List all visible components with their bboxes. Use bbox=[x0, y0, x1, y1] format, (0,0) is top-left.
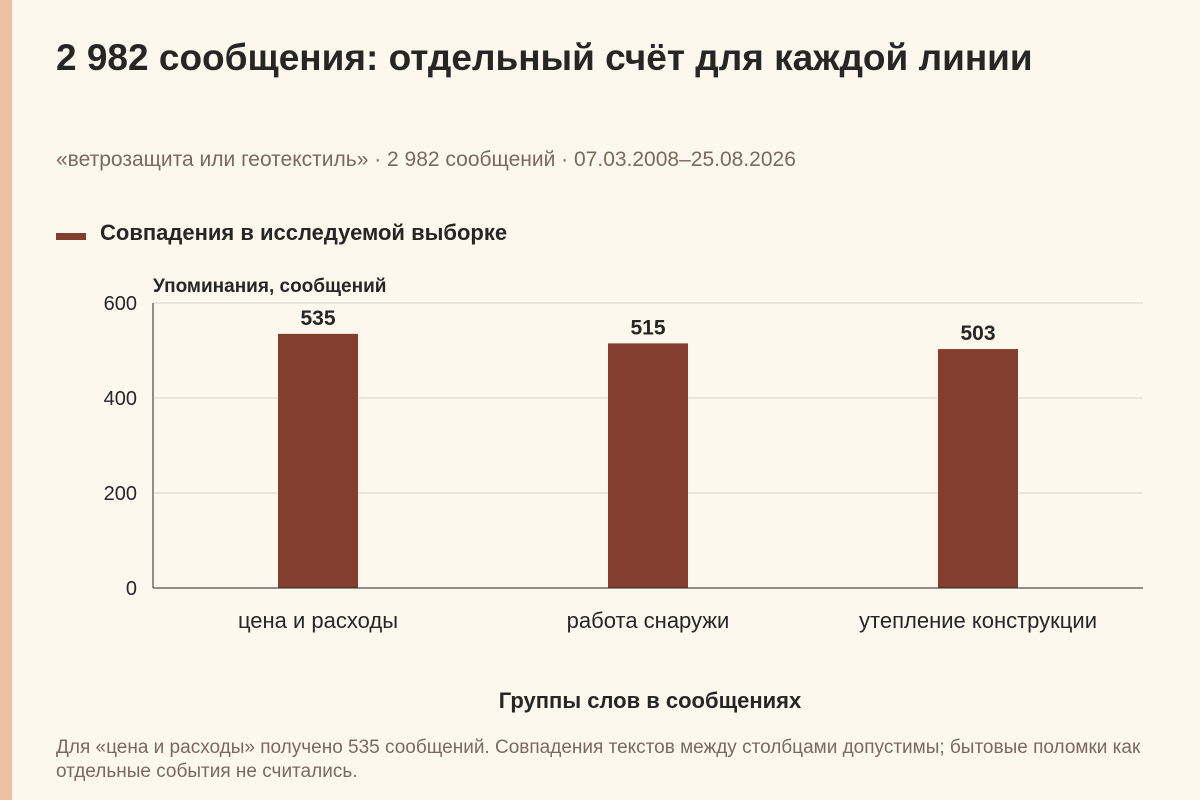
chart-area: 535 515 503 0 200 400 600 цена и расходы работа… bbox=[104, 276, 1143, 713]
y-tick-label: 0 bbox=[126, 578, 137, 600]
x-tick-label: утепление конструкции bbox=[859, 608, 1097, 633]
footnote: Для «цена и расходы» получено 535 сообще… bbox=[56, 737, 1141, 782]
axes: 0 200 400 600 цена и расходы работа снаружи ут… bbox=[104, 293, 1143, 633]
x-axis-title: Группы слов в сообщениях bbox=[499, 688, 802, 713]
data-labels: 535 515 503 bbox=[300, 307, 995, 345]
y-tick-label: 600 bbox=[104, 293, 137, 315]
data-label: 515 bbox=[630, 316, 665, 339]
x-tick-label: работа снаружи bbox=[567, 608, 730, 633]
accent-stripe bbox=[0, 0, 12, 800]
y-tick-label: 400 bbox=[104, 388, 137, 410]
data-label: 503 bbox=[960, 322, 995, 345]
x-tick-label: цена и расходы bbox=[238, 608, 398, 633]
legend-swatch bbox=[56, 233, 86, 240]
bar bbox=[938, 349, 1018, 588]
y-tick-label: 200 bbox=[104, 483, 137, 505]
bar-chart: 535 515 503 0 200 400 600 цена и расходы работа… bbox=[104, 276, 1143, 713]
bars bbox=[278, 333, 1018, 588]
legend: Совпадения в исследуемой выборке bbox=[56, 219, 507, 247]
bar bbox=[608, 343, 688, 588]
chart-title: 2 982 сообщения: отдельный счёт для кажд… bbox=[56, 37, 1033, 78]
data-label: 535 bbox=[300, 307, 335, 330]
legend-label: Совпадения в исследуемой выборке bbox=[100, 220, 508, 245]
chart-subtitle: «ветрозащита или геотекстиль» · 2 982 со… bbox=[56, 148, 796, 171]
bar bbox=[278, 333, 358, 588]
y-axis-title: Упоминания, сообщений bbox=[153, 276, 386, 297]
